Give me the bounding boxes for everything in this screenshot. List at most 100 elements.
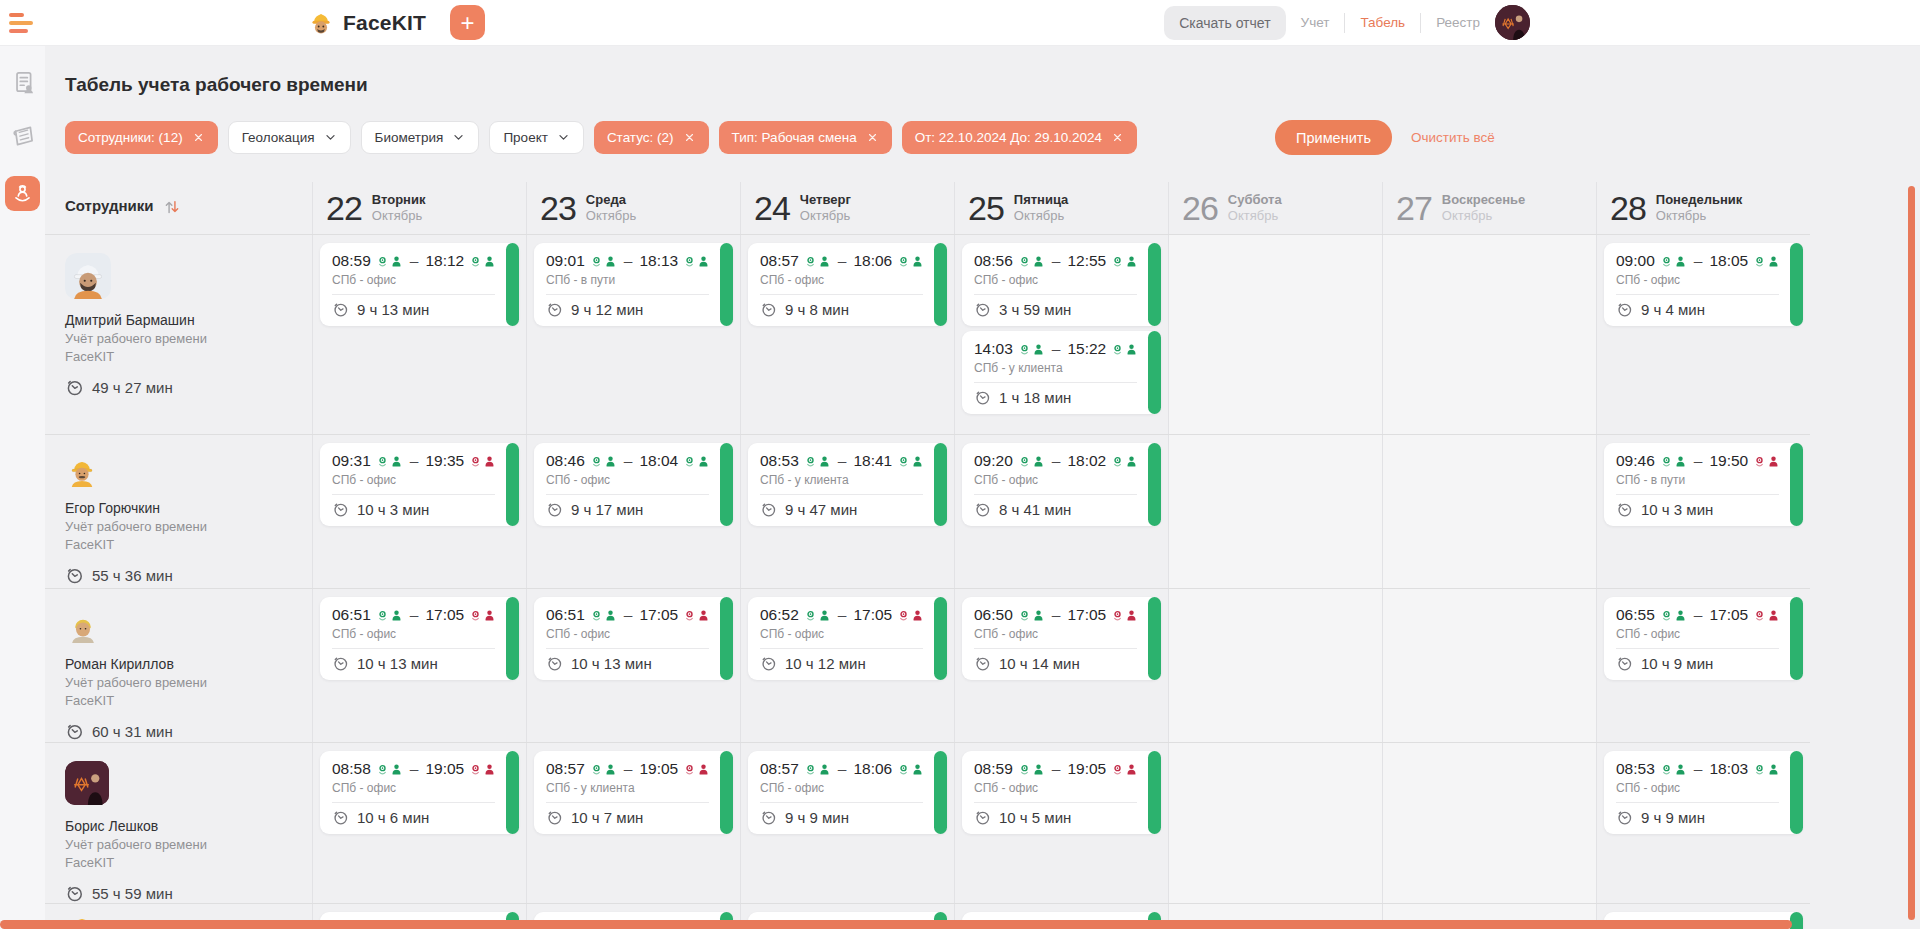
shift-duration-value: 9 ч 4 мин [1641,301,1705,318]
shift-card[interactable]: 08:59 – 19:05 СПб - офис 10 ч 5 мин [962,751,1161,834]
shift-card[interactable]: 08:57 – 18:06 СПб - офис 9 ч 9 мин [748,751,947,834]
shift-card[interactable]: 06:51 – 17:05 СПб - офис 10 ч 13 мин [534,597,733,680]
employee-avatar[interactable] [65,761,302,809]
shift-duration-value: 10 ч 14 мин [999,655,1080,672]
shift-card[interactable]: 09:46 – 19:50 СПб - в пути 10 ч 3 мин [1604,443,1803,526]
shift-card[interactable]: 08:58 – 19:05 СПб - офис 10 ч 6 мин [320,751,519,834]
geo-pin-icon [1753,455,1766,468]
chevron-down-icon [324,131,337,144]
sidebar-item-timesheet[interactable] [5,176,40,211]
total-hours-value: 55 ч 36 мин [92,567,173,584]
shift-card[interactable]: 08:57 – 19:05 СПб - у клиента 10 ч 7 мин [534,751,733,834]
shift-card[interactable]: 06:50 – 17:05 СПб - офис 10 ч 14 мин [962,597,1161,680]
shift-end-time: 19:05 [1067,760,1106,778]
geo-pin-icon [1753,255,1766,268]
shift-end-time: 18:03 [1709,760,1748,778]
filter-chips: Сотрудники: (12) Геолокация Биометрия Проек… [65,121,1147,154]
person-icon [911,763,924,776]
shift-card[interactable]: 09:00 – 18:05 СПб - офис 9 ч 4 мин [1604,243,1803,326]
shift-duration: 10 ч 7 мин [546,809,709,826]
shift-duration: 9 ч 13 мин [332,301,495,318]
time-dash: – [624,760,633,778]
shift-end-time: 17:05 [853,606,892,624]
vertical-scrollbar[interactable] [1908,186,1915,920]
add-button[interactable]: + [450,5,485,40]
download-report-button[interactable]: Скачать отчет [1164,6,1285,40]
shift-end-time: 19:05 [425,760,464,778]
shift-card[interactable]: 09:01 – 18:13 СПб - в пути 9 ч 12 мин [534,243,733,326]
apply-filters-button[interactable]: Применить [1275,120,1392,155]
shift-duration: 10 ч 9 мин [1616,655,1779,672]
person-icon [1674,763,1687,776]
filter-chip-2[interactable]: Геолокация [228,121,351,154]
shift-duration-value: 8 ч 41 мин [999,501,1071,518]
shift-card[interactable]: 06:51 – 17:05 СПб - офис 10 ч 13 мин [320,597,519,680]
time-dash: – [838,452,847,470]
shift-time-range: 08:59 – 19:05 [974,760,1137,778]
menu-icon[interactable] [0,0,45,46]
geo-pin-icon [897,255,910,268]
card-divider [760,802,923,803]
nav-item-2[interactable]: Табель [1360,15,1405,30]
geo-pin-icon [469,455,482,468]
card-divider [1616,494,1779,495]
shift-start-time: 06:51 [546,606,585,624]
shift-card[interactable]: 09:31 – 19:35 СПб - офис 10 ч 3 мин [320,443,519,526]
day-month: Октябрь [1656,208,1742,224]
user-avatar[interactable] [1495,5,1530,40]
shift-card[interactable]: 08:53 – 18:03 СПб - офис 9 ч 9 мин [1604,751,1803,834]
sort-icon[interactable] [161,197,183,217]
day-cell [1168,589,1382,742]
shift-card[interactable]: 08:59 – 18:12 СПб - офис 9 ч 13 мин [320,243,519,326]
filter-chip-5[interactable]: Статус: (2) [594,121,709,154]
shift-time-range: 08:56 – 12:55 [974,252,1137,270]
shift-card[interactable]: 08:46 – 18:04 СПб - офис 9 ч 17 мин [534,443,733,526]
person-icon [697,763,710,776]
shift-start-time: 08:59 [974,760,1013,778]
filter-chip-3[interactable]: Биометрия [361,121,480,154]
shift-card[interactable]: 08:53 – 18:41 СПб - у клиента 9 ч 47 мин [748,443,947,526]
app-logo: FaceKIT [307,9,426,37]
geo-pin-icon [590,255,603,268]
remove-filter-icon [683,131,696,144]
shift-card[interactable]: 08:56 – 12:55 СПб - офис 3 ч 59 мин [962,243,1161,326]
horizontal-scrollbar[interactable] [0,920,1792,929]
day-header-23: 23 Среда Октябрь [526,182,740,234]
filter-chip-6[interactable]: Тип: Рабочая смена [719,121,892,154]
day-month: Октябрь [586,208,636,224]
day-cell [1168,235,1382,434]
filter-chip-4[interactable]: Проект [489,121,583,154]
shift-location: СПб - офис [974,781,1137,795]
day-cell: 09:31 – 19:35 СПб - офис 10 ч 3 мин [312,435,526,588]
shift-card[interactable]: 08:57 – 18:06 СПб - офис 9 ч 8 мин [748,243,947,326]
shift-duration-value: 1 ч 18 мин [999,389,1071,406]
time-dash: – [410,252,419,270]
sidebar-item-documents[interactable] [9,68,37,96]
nav-item-1[interactable]: Учет [1301,15,1330,30]
nav-item-3[interactable]: Реестр [1436,15,1480,30]
shift-start-time: 08:46 [546,452,585,470]
filter-chip-1[interactable]: Сотрудники: (12) [65,121,218,154]
filter-chip-7[interactable]: От: 22.10.2024 До: 29.10.2024 [902,121,1137,154]
shift-duration: 10 ч 13 мин [546,655,709,672]
shift-card[interactable]: 14:03 – 15:22 СПб - у клиента 1 ч 18 мин [962,331,1161,414]
person-icon [1767,763,1780,776]
shift-end-time: 17:05 [425,606,464,624]
clear-filters-link[interactable]: Очистить всё [1411,130,1495,145]
sidebar-item-blueprints[interactable] [9,122,37,150]
shift-card[interactable]: 06:55 – 17:05 СПб - офис 10 ч 9 мин [1604,597,1803,680]
employee-avatar[interactable] [65,607,302,647]
shift-card[interactable]: 06:52 – 17:05 СПб - офис 10 ч 12 мин [748,597,947,680]
shift-start-time: 09:46 [1616,452,1655,470]
geo-pin-icon [1660,455,1673,468]
shift-card[interactable]: 09:20 – 18:02 СПб - офис 8 ч 41 мин [962,443,1161,526]
day-number: 25 [968,189,1004,228]
geo-pin-icon [1018,455,1031,468]
blueprint-icon [10,123,36,149]
chevron-down-icon [557,131,570,144]
shift-duration-value: 9 ч 8 мин [785,301,849,318]
employee-avatar[interactable] [65,253,302,303]
day-weekday: Воскресенье [1442,192,1525,208]
employee-avatar[interactable] [65,453,302,491]
person-icon [483,255,496,268]
